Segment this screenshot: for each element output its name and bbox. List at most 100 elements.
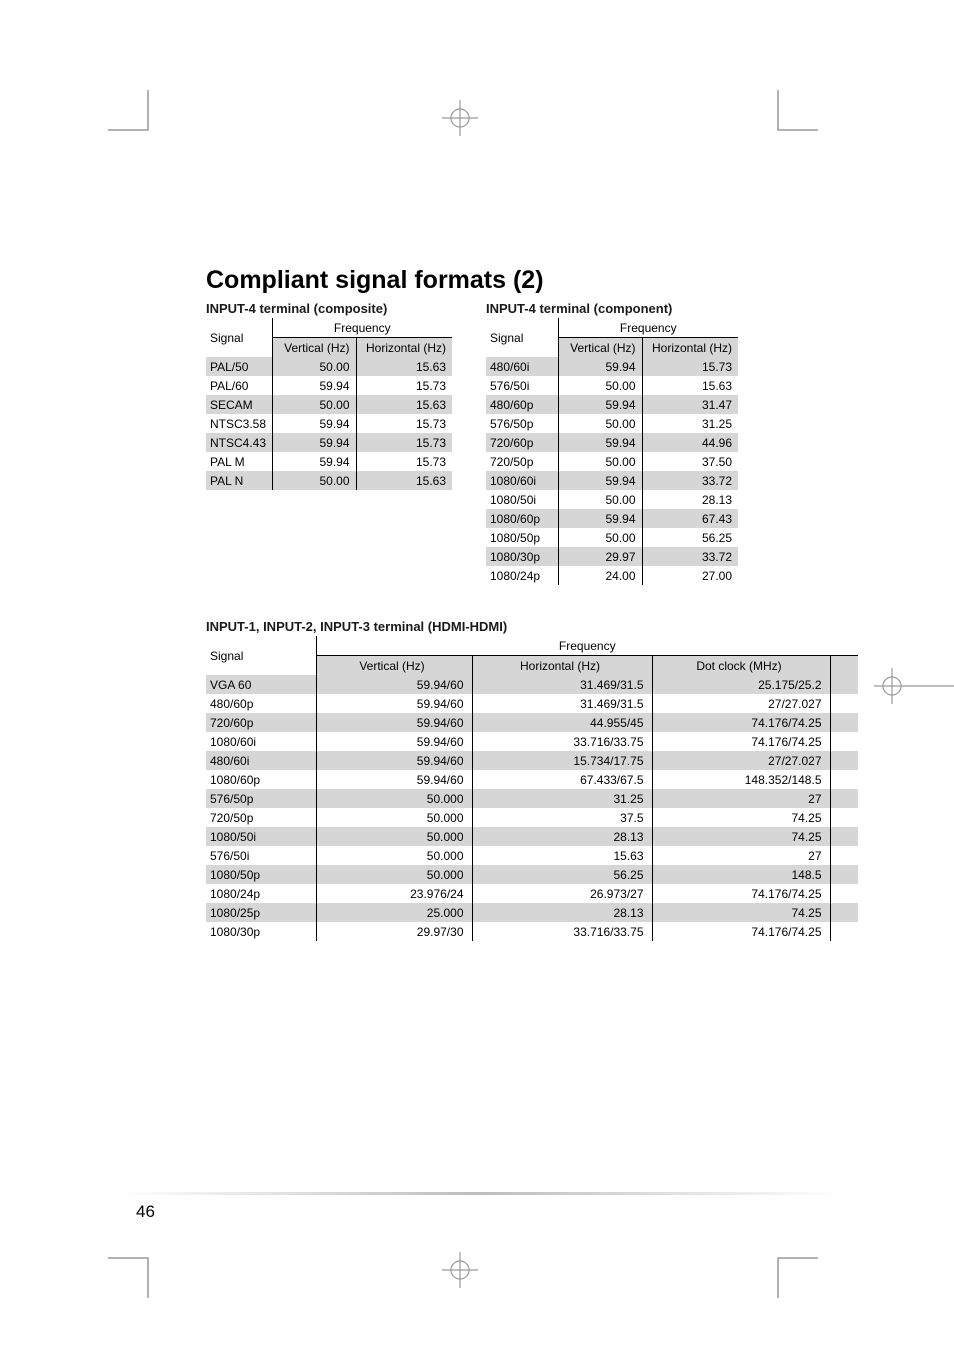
col-horizontal: Horizontal (Hz) <box>642 338 738 358</box>
cell-v: 50.00 <box>272 357 356 376</box>
cell-s: 480/60p <box>486 395 558 414</box>
cell-d: 148.352/148.5 <box>652 770 830 789</box>
cell-s: 720/60p <box>206 713 316 732</box>
cell-v: 59.94/60 <box>316 770 472 789</box>
cell-v: 23.976/24 <box>316 884 472 903</box>
cell-h: 15.63 <box>356 357 452 376</box>
table-row: 1080/24p23.976/2426.973/2774.176/74.25 <box>206 884 858 903</box>
cell-s: 720/50p <box>206 808 316 827</box>
table-row: 1080/50p50.00056.25148.5 <box>206 865 858 884</box>
cell-h: 15.73 <box>642 357 738 376</box>
table-row: PAL N50.0015.63 <box>206 471 452 490</box>
component-title: INPUT-4 terminal (component) <box>486 301 738 316</box>
hdmi-title: INPUT-1, INPUT-2, INPUT-3 terminal (HDMI… <box>206 619 858 634</box>
col-horizontal: Horizontal (Hz) <box>472 656 652 676</box>
crop-mark-bottom-left <box>108 1248 158 1298</box>
table-row: 576/50p50.0031.25 <box>486 414 738 433</box>
col-vertical: Vertical (Hz) <box>558 338 642 358</box>
spacer <box>830 694 858 713</box>
spacer <box>830 770 858 789</box>
cell-h: 33.72 <box>642 547 738 566</box>
cell-d: 74.25 <box>652 808 830 827</box>
cell-v: 59.94/60 <box>316 675 472 694</box>
table-row: 1080/50p50.0056.25 <box>486 528 738 547</box>
table-row: 1080/30p29.9733.72 <box>486 547 738 566</box>
cell-v: 59.94/60 <box>316 732 472 751</box>
table-row: 480/60i59.94/6015.734/17.7527/27.027 <box>206 751 858 770</box>
cell-d: 74.176/74.25 <box>652 732 830 751</box>
crop-mark-top-left <box>108 90 158 140</box>
table-row: 576/50i50.00015.6327 <box>206 846 858 865</box>
spacer <box>830 846 858 865</box>
cell-s: 576/50p <box>206 789 316 808</box>
cell-h: 15.63 <box>472 846 652 865</box>
cell-v: 50.00 <box>558 452 642 471</box>
table-row: PAL M59.9415.73 <box>206 452 452 471</box>
cell-d: 148.5 <box>652 865 830 884</box>
col-signal: Signal <box>206 318 272 357</box>
cell-d: 25.175/25.2 <box>652 675 830 694</box>
crop-mark-top-center <box>442 100 478 136</box>
cell-s: 1080/30p <box>486 547 558 566</box>
cell-h: 31.25 <box>472 789 652 808</box>
cell-h: 15.73 <box>356 433 452 452</box>
cell-h: 37.5 <box>472 808 652 827</box>
spacer <box>830 675 858 694</box>
cell-s: 1080/50i <box>206 827 316 846</box>
cell-s: PAL/60 <box>206 376 272 395</box>
table-row: 1080/24p24.0027.00 <box>486 566 738 585</box>
crop-mark-bottom-right <box>768 1248 818 1298</box>
table-row: 1080/30p29.97/3033.716/33.7574.176/74.25 <box>206 922 858 941</box>
cell-s: 1080/60i <box>206 732 316 751</box>
cell-v: 50.000 <box>316 827 472 846</box>
cell-h: 31.469/31.5 <box>472 694 652 713</box>
cell-h: 33.716/33.75 <box>472 922 652 941</box>
cell-h: 33.716/33.75 <box>472 732 652 751</box>
table-row: NTSC4.4359.9415.73 <box>206 433 452 452</box>
table-row: 720/50p50.0037.50 <box>486 452 738 471</box>
cell-v: 50.00 <box>558 528 642 547</box>
page-title: Compliant signal formats (2) <box>206 266 886 295</box>
cell-d: 27/27.027 <box>652 694 830 713</box>
cell-v: 59.94 <box>558 395 642 414</box>
cell-v: 59.94 <box>558 471 642 490</box>
table-row: 1080/50i50.00028.1374.25 <box>206 827 858 846</box>
cell-v: 50.00 <box>558 414 642 433</box>
cell-v: 59.94 <box>558 357 642 376</box>
cell-s: 720/60p <box>486 433 558 452</box>
col-frequency: Frequency <box>316 636 858 656</box>
col-vertical: Vertical (Hz) <box>272 338 356 358</box>
cell-s: NTSC3.58 <box>206 414 272 433</box>
col-frequency: Frequency <box>272 318 452 338</box>
col-frequency: Frequency <box>558 318 738 338</box>
cell-v: 59.94 <box>558 509 642 528</box>
cell-v: 59.94 <box>272 414 356 433</box>
cell-s: 480/60i <box>486 357 558 376</box>
cell-v: 50.000 <box>316 808 472 827</box>
cell-s: PAL/50 <box>206 357 272 376</box>
cell-h: 31.47 <box>642 395 738 414</box>
cell-d: 74.176/74.25 <box>652 884 830 903</box>
cell-h: 31.25 <box>642 414 738 433</box>
table-row: VGA 6059.94/6031.469/31.525.175/25.2 <box>206 675 858 694</box>
spacer <box>830 789 858 808</box>
cell-v: 59.94 <box>272 452 356 471</box>
table-row: 1080/60p59.9467.43 <box>486 509 738 528</box>
cell-s: 1080/30p <box>206 922 316 941</box>
cell-v: 50.00 <box>272 395 356 414</box>
cell-v: 59.94 <box>558 433 642 452</box>
table-row: 480/60p59.9431.47 <box>486 395 738 414</box>
cell-v: 59.94/60 <box>316 751 472 770</box>
crop-mark-bottom-center <box>442 1252 478 1288</box>
cell-s: VGA 60 <box>206 675 316 694</box>
hdmi-section: INPUT-1, INPUT-2, INPUT-3 terminal (HDMI… <box>206 619 858 941</box>
cell-s: PAL M <box>206 452 272 471</box>
spacer <box>830 884 858 903</box>
table-row: 1080/60i59.9433.72 <box>486 471 738 490</box>
cell-v: 50.00 <box>272 471 356 490</box>
cell-h: 31.469/31.5 <box>472 675 652 694</box>
footer-gradient <box>117 1192 842 1195</box>
composite-title: INPUT-4 terminal (composite) <box>206 301 452 316</box>
cell-v: 50.000 <box>316 865 472 884</box>
cell-s: 720/50p <box>486 452 558 471</box>
